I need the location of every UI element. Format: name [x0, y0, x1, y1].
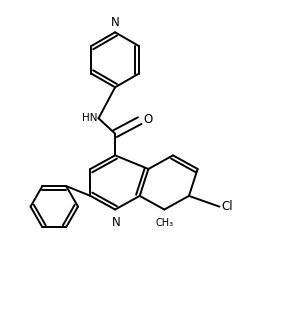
Text: N: N: [111, 16, 120, 29]
Text: N: N: [112, 216, 121, 229]
Text: Cl: Cl: [222, 200, 233, 213]
Text: CH₃: CH₃: [155, 218, 173, 228]
Text: HN: HN: [82, 113, 97, 123]
Text: O: O: [143, 113, 153, 126]
